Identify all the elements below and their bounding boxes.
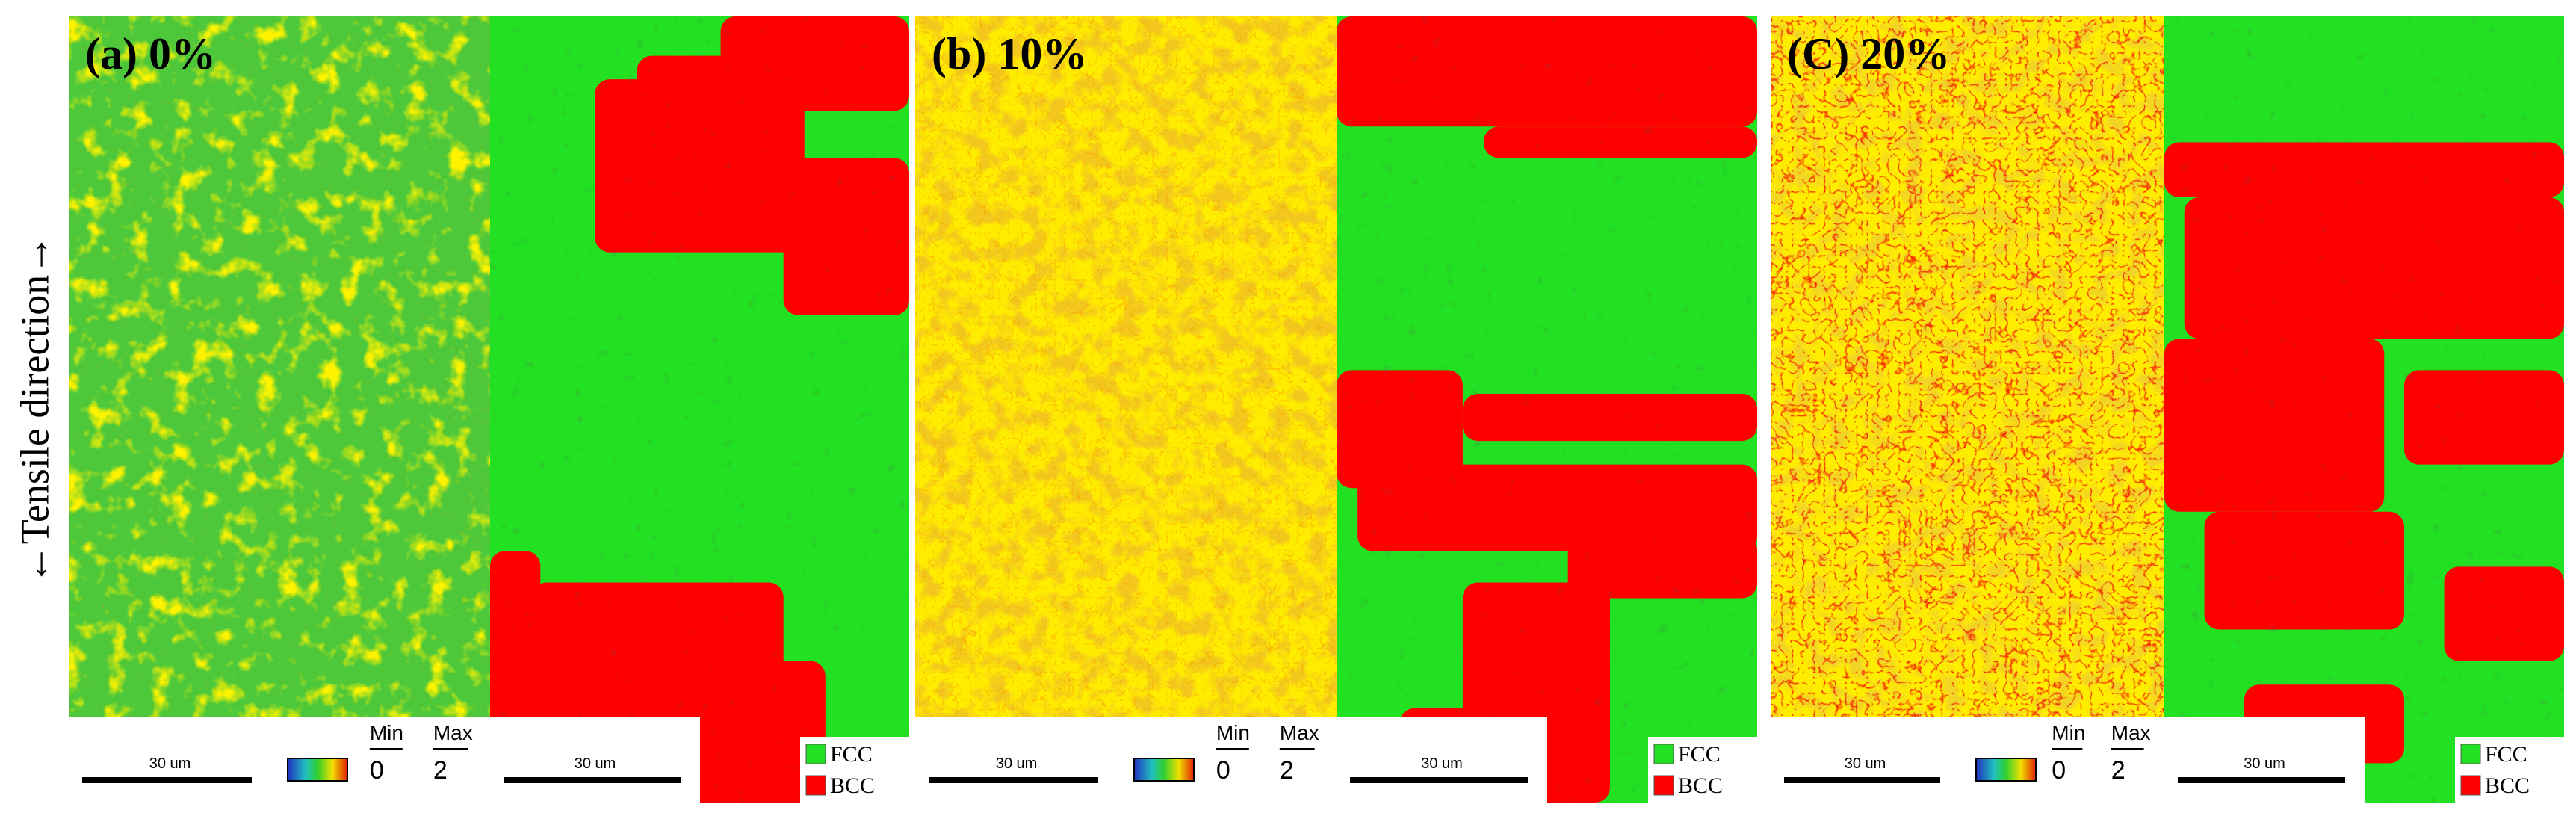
phase-swatch bbox=[1653, 775, 1674, 796]
phase-label: BCC bbox=[2485, 773, 2530, 798]
scale-box bbox=[1771, 717, 1960, 803]
phase-swatch bbox=[805, 775, 826, 796]
legend-min-label: Min bbox=[370, 721, 403, 744]
phase-label: FCC bbox=[2485, 742, 2527, 767]
scale-text: 30 um bbox=[149, 755, 191, 772]
color-scale bbox=[1975, 758, 2037, 782]
phase-swatch bbox=[2460, 775, 2481, 796]
legend-min-value: 0 bbox=[2052, 756, 2066, 785]
grain-boundaries bbox=[2164, 16, 2564, 803]
grain-boundaries bbox=[490, 16, 909, 803]
scale-box bbox=[1337, 717, 1547, 803]
kam-texture bbox=[69, 16, 490, 803]
legend-max-value: 2 bbox=[2111, 756, 2125, 785]
side-label: ←Tensile direction→ bbox=[12, 235, 57, 585]
legend-min-label: Min bbox=[1216, 721, 1250, 744]
scale-box bbox=[69, 717, 271, 803]
scale-text: 30 um bbox=[2244, 755, 2285, 772]
scale-bar bbox=[929, 777, 1098, 783]
scale-box bbox=[490, 717, 700, 803]
kam-texture bbox=[915, 16, 1337, 803]
color-scale bbox=[1133, 758, 1195, 782]
panel-label: (a) 0% bbox=[85, 29, 216, 78]
legend-max-label: Max bbox=[433, 721, 473, 744]
color-scale bbox=[287, 758, 348, 782]
phase-swatch bbox=[2460, 744, 2481, 764]
scale-text: 30 um bbox=[996, 755, 1038, 772]
scale-bar bbox=[504, 777, 681, 783]
scale-bar bbox=[1350, 777, 1528, 783]
scale-box bbox=[2164, 717, 2365, 803]
phase-label: BCC bbox=[1678, 773, 1723, 798]
grain-boundaries bbox=[1337, 16, 1757, 803]
phase-swatch bbox=[805, 744, 826, 764]
legend-max-label: Max bbox=[1280, 721, 1319, 744]
legend-min-label: Min bbox=[2052, 721, 2085, 744]
scale-bar bbox=[2178, 777, 2345, 783]
scale-text: 30 um bbox=[575, 755, 616, 772]
legend-max-value: 2 bbox=[433, 756, 448, 785]
scale-text: 30 um bbox=[1845, 755, 1886, 772]
panel-label: (C) 20% bbox=[1787, 29, 1950, 78]
phase-label: FCC bbox=[1678, 742, 1721, 767]
phase-label: FCC bbox=[830, 742, 873, 767]
scale-bar bbox=[82, 777, 252, 783]
kam-texture bbox=[1771, 16, 2164, 803]
scale-text: 30 um bbox=[1421, 755, 1463, 772]
phase-label: BCC bbox=[830, 773, 875, 798]
legend-min-value: 0 bbox=[370, 756, 384, 785]
phase-swatch bbox=[1653, 744, 1674, 764]
legend-min-value: 0 bbox=[1216, 756, 1230, 785]
scale-box bbox=[915, 717, 1118, 803]
scale-bar bbox=[1784, 777, 1940, 783]
legend-max-value: 2 bbox=[1280, 756, 1294, 785]
legend-max-label: Max bbox=[2111, 721, 2151, 744]
panel-label: (b) 10% bbox=[932, 29, 1087, 78]
